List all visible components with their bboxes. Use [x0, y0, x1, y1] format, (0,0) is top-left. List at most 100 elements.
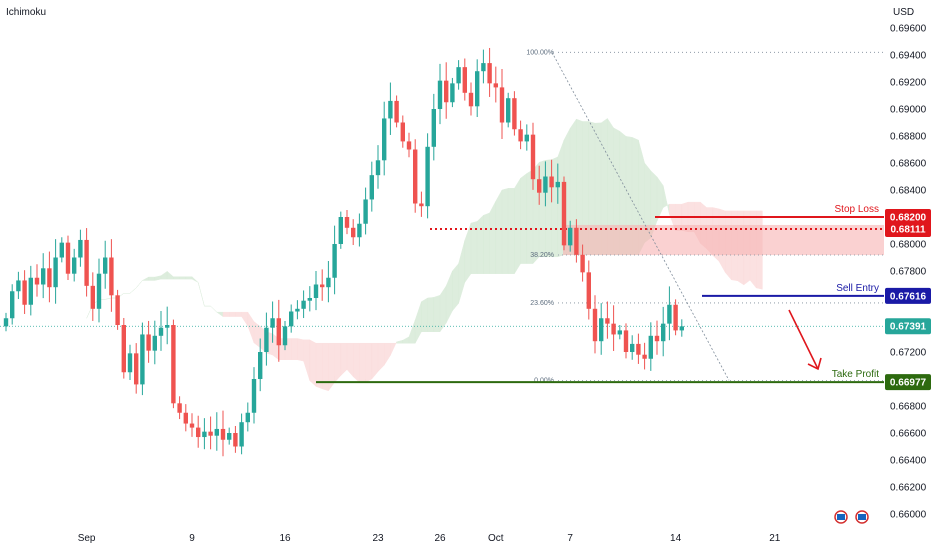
candle-body: [320, 284, 325, 288]
candle-body: [28, 277, 33, 305]
price-tick-label: 0.68800: [890, 132, 927, 143]
candle: [437, 63, 443, 125]
price-tick-label: 0.68000: [890, 240, 927, 251]
cloud-segment: [390, 341, 397, 356]
flag-icon[interactable]: [855, 510, 869, 524]
candle-body: [605, 318, 610, 324]
cloud-segment: [160, 270, 168, 280]
time-axis[interactable]: Sep 9 16 23 26 Oct 7 14 21: [78, 533, 781, 544]
cloud-segment: [520, 172, 528, 264]
price-tag-label: 0.67391: [890, 322, 927, 333]
candle: [251, 367, 257, 424]
candle-body: [239, 422, 244, 447]
candle: [109, 239, 114, 312]
fib-level-label: 0.00%: [534, 377, 554, 384]
candle: [65, 235, 71, 281]
cloud-segment: [228, 311, 236, 317]
flag-icon[interactable]: [834, 510, 848, 524]
cloud-segment: [352, 342, 360, 383]
candle-body: [673, 304, 678, 331]
price-axis[interactable]: 0.69600 0.69400 0.69200 0.69000 0.68800 0.686…: [890, 24, 927, 521]
candle: [673, 299, 678, 336]
price-tick-label: 0.67800: [890, 267, 927, 278]
candle-body: [326, 277, 331, 288]
price-tag: 0.68200: [885, 209, 931, 225]
candle: [394, 95, 399, 128]
candle-body: [165, 325, 170, 328]
price-tick-label: 0.66600: [890, 429, 927, 440]
candle-body: [109, 257, 114, 296]
candle-body: [568, 227, 573, 246]
fib-level-label: 38.20%: [530, 252, 554, 259]
candle: [121, 317, 126, 379]
cloud-segment: [216, 311, 224, 318]
candle-body: [592, 308, 598, 342]
cloud-segment: [346, 342, 354, 378]
candle: [413, 139, 418, 213]
candle-body: [202, 431, 207, 438]
cloud-segment: [464, 222, 472, 284]
price-tag-box: [885, 221, 931, 238]
candle-body: [183, 412, 188, 424]
candle: [326, 261, 331, 303]
candle: [605, 301, 610, 339]
candle-body: [78, 239, 83, 258]
candle: [258, 338, 263, 392]
candle-body: [65, 242, 71, 274]
candle-body: [456, 67, 461, 84]
candle: [344, 209, 350, 235]
candle: [543, 161, 548, 207]
candle: [351, 219, 356, 246]
price-tick-label: 0.66400: [890, 456, 927, 467]
candle-body: [196, 427, 201, 438]
cloud-segment: [402, 336, 410, 344]
candle-body: [555, 181, 560, 188]
candle: [431, 93, 436, 161]
candle-body: [34, 277, 40, 285]
candle-body: [270, 318, 275, 328]
time-tick-label: 21: [769, 533, 781, 544]
cloud-segment: [507, 188, 515, 274]
candle-body: [72, 257, 77, 274]
candle: [34, 264, 40, 297]
price-tick-label: 0.66200: [890, 483, 927, 494]
cloud-segment: [235, 311, 242, 317]
cloud-segment: [551, 156, 559, 258]
candle: [382, 101, 387, 176]
candle-body: [103, 257, 108, 274]
candle: [561, 176, 567, 251]
candle: [282, 320, 288, 351]
candle-body: [431, 109, 436, 147]
price-tag-box: [885, 318, 931, 335]
cloud-segment: [414, 301, 422, 344]
candle: [301, 290, 306, 319]
candle: [276, 299, 281, 362]
candle-body: [450, 83, 455, 103]
cloud-segment: [129, 287, 137, 294]
candle: [307, 286, 312, 312]
cloud-segment: [210, 305, 217, 313]
price-tick-label: 0.66800: [890, 402, 927, 413]
candle: [189, 413, 195, 437]
candle: [96, 258, 102, 323]
candle: [183, 404, 188, 432]
fib-level-label: 23.60%: [530, 300, 554, 307]
price-tick-label: 0.68400: [890, 186, 927, 197]
cloud-segment: [452, 262, 459, 312]
indicator-label[interactable]: Ichimoku: [6, 7, 46, 18]
candle: [537, 165, 542, 205]
candle-body: [121, 325, 126, 373]
currency-label[interactable]: USD: [893, 7, 914, 18]
candle-body: [537, 179, 542, 193]
candle-body: [22, 280, 27, 305]
candle-body: [667, 304, 672, 324]
candle-body: [357, 223, 362, 238]
candle: [518, 120, 523, 150]
candle: [140, 322, 145, 396]
cloud-segment: [439, 285, 447, 333]
cloud-segment: [421, 297, 428, 332]
candle-body: [543, 176, 548, 193]
candle: [617, 325, 622, 340]
candle: [450, 77, 455, 108]
